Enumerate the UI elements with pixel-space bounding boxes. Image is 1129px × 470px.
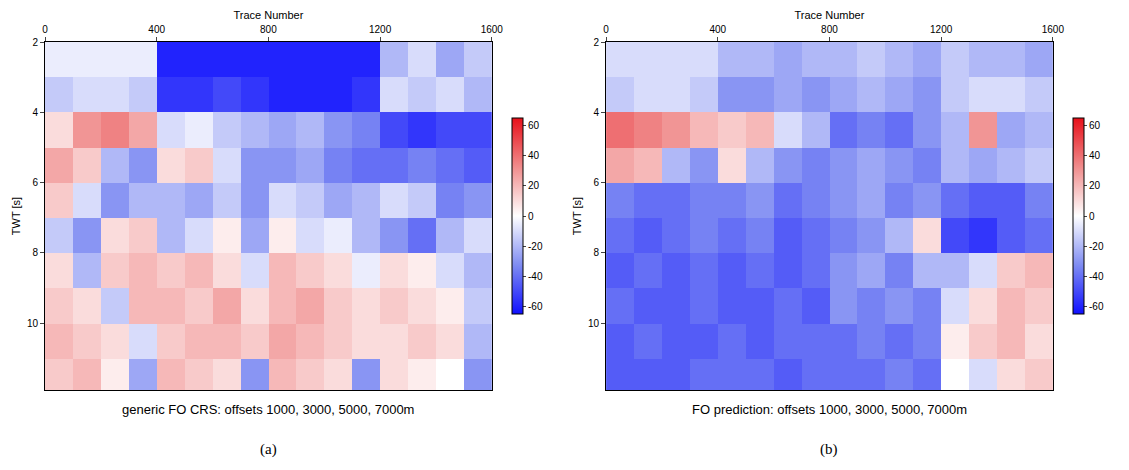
svg-text:0: 0 xyxy=(528,211,534,222)
svg-text:8: 8 xyxy=(32,247,38,258)
svg-text:FO prediction: offsets 1000, 3: FO prediction: offsets 1000, 3000, 5000,… xyxy=(692,402,967,417)
svg-text:(a): (a) xyxy=(260,441,277,458)
svg-text:2: 2 xyxy=(593,37,599,48)
svg-text:-40: -40 xyxy=(1089,271,1104,282)
svg-text:generic FO CRS: offsets 1000,: generic FO CRS: offsets 1000, 3000, 5000… xyxy=(122,402,414,417)
svg-text:8: 8 xyxy=(593,247,599,258)
svg-text:4: 4 xyxy=(593,107,599,118)
svg-text:40: 40 xyxy=(1089,150,1101,161)
svg-text:10: 10 xyxy=(27,318,39,329)
svg-text:6: 6 xyxy=(593,177,599,188)
svg-text:(b): (b) xyxy=(820,441,838,458)
svg-text:Trace Number: Trace Number xyxy=(794,9,864,21)
svg-text:400: 400 xyxy=(148,24,165,35)
svg-text:20: 20 xyxy=(528,180,540,191)
svg-text:-20: -20 xyxy=(1089,241,1104,252)
svg-text:800: 800 xyxy=(260,24,277,35)
svg-text:-60: -60 xyxy=(528,301,543,312)
svg-text:0: 0 xyxy=(603,24,609,35)
svg-text:-20: -20 xyxy=(528,241,543,252)
svg-text:2: 2 xyxy=(32,37,38,48)
svg-text:TWT [s]: TWT [s] xyxy=(10,197,22,235)
svg-text:1600: 1600 xyxy=(481,24,504,35)
svg-text:4: 4 xyxy=(32,107,38,118)
svg-text:20: 20 xyxy=(1089,180,1101,191)
svg-text:-60: -60 xyxy=(1089,301,1104,312)
svg-text:6: 6 xyxy=(32,177,38,188)
svg-text:1200: 1200 xyxy=(930,24,953,35)
svg-text:40: 40 xyxy=(528,150,540,161)
svg-text:-40: -40 xyxy=(528,271,543,282)
svg-text:TWT [s]: TWT [s] xyxy=(571,197,583,235)
svg-text:60: 60 xyxy=(528,120,540,131)
svg-text:400: 400 xyxy=(709,24,726,35)
svg-text:60: 60 xyxy=(1089,120,1101,131)
svg-text:0: 0 xyxy=(1089,211,1095,222)
svg-text:Trace Number: Trace Number xyxy=(233,9,303,21)
svg-text:1200: 1200 xyxy=(369,24,392,35)
svg-text:0: 0 xyxy=(42,24,48,35)
svg-text:1600: 1600 xyxy=(1042,24,1065,35)
svg-text:800: 800 xyxy=(821,24,838,35)
svg-text:10: 10 xyxy=(588,318,600,329)
